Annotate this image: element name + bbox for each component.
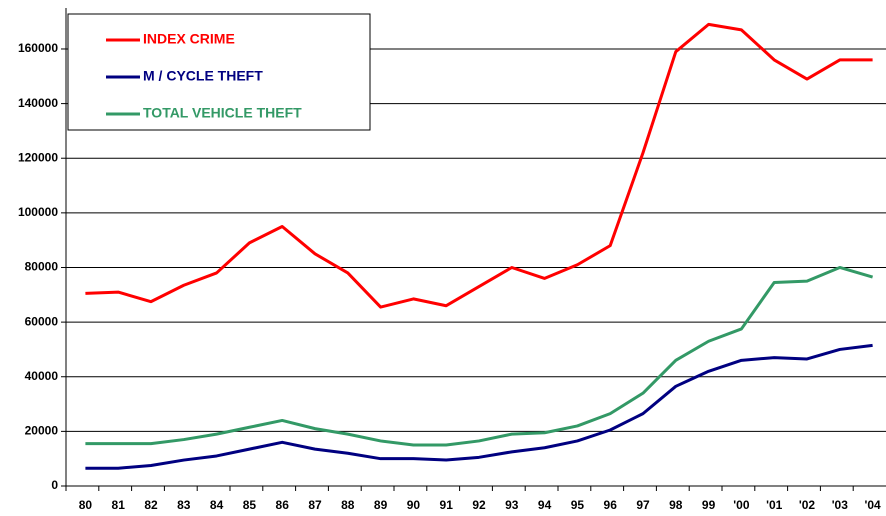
x-tick-label: 93	[505, 498, 519, 512]
y-tick-label: 160000	[18, 41, 58, 55]
legend-box	[67, 13, 371, 131]
y-tick-label: 20000	[25, 424, 59, 438]
legend-label: TOTAL VEHICLE THEFT	[143, 105, 302, 121]
x-tick-label: 87	[308, 498, 322, 512]
x-tick-label: 99	[702, 498, 716, 512]
series-line	[85, 22, 873, 309]
x-tick-label: 82	[144, 498, 158, 512]
x-tick-label: 88	[341, 498, 355, 512]
x-tick-label: '04	[864, 498, 881, 512]
x-tick-label: 91	[440, 498, 454, 512]
x-tick-label: 92	[472, 498, 486, 512]
y-tick-label: 80000	[25, 260, 59, 274]
x-tick-label: 95	[571, 498, 585, 512]
x-tick-label: 89	[374, 498, 388, 512]
series-line	[85, 265, 874, 447]
y-tick-label: 0	[51, 478, 58, 492]
x-tick-label: 98	[669, 498, 683, 512]
x-tick-label: 83	[177, 498, 191, 512]
y-tick-label: 120000	[18, 150, 58, 164]
x-tick-label: 96	[604, 498, 618, 512]
x-tick-label: 90	[407, 498, 421, 512]
series-line	[85, 343, 873, 470]
x-tick-label: 86	[276, 498, 290, 512]
x-tick-label: 84	[210, 498, 224, 512]
x-tick-label: '02	[799, 498, 816, 512]
y-tick-label: 100000	[18, 205, 58, 219]
x-tick-label: 97	[636, 498, 650, 512]
x-tick-label: '01	[766, 498, 783, 512]
x-tick-label: 94	[538, 498, 552, 512]
x-tick-label: 81	[112, 498, 126, 512]
y-tick-label: 60000	[25, 314, 59, 328]
x-tick-label: 80	[79, 498, 93, 512]
x-tick-label: 85	[243, 498, 257, 512]
legend-label: INDEX CRIME	[143, 31, 235, 47]
legend-label: M / CYCLE THEFT	[143, 68, 263, 84]
y-tick-label: 140000	[18, 96, 58, 110]
y-tick-label: 40000	[25, 369, 59, 383]
x-tick-label: '00	[733, 498, 750, 512]
x-tick-label: '03	[832, 498, 849, 512]
